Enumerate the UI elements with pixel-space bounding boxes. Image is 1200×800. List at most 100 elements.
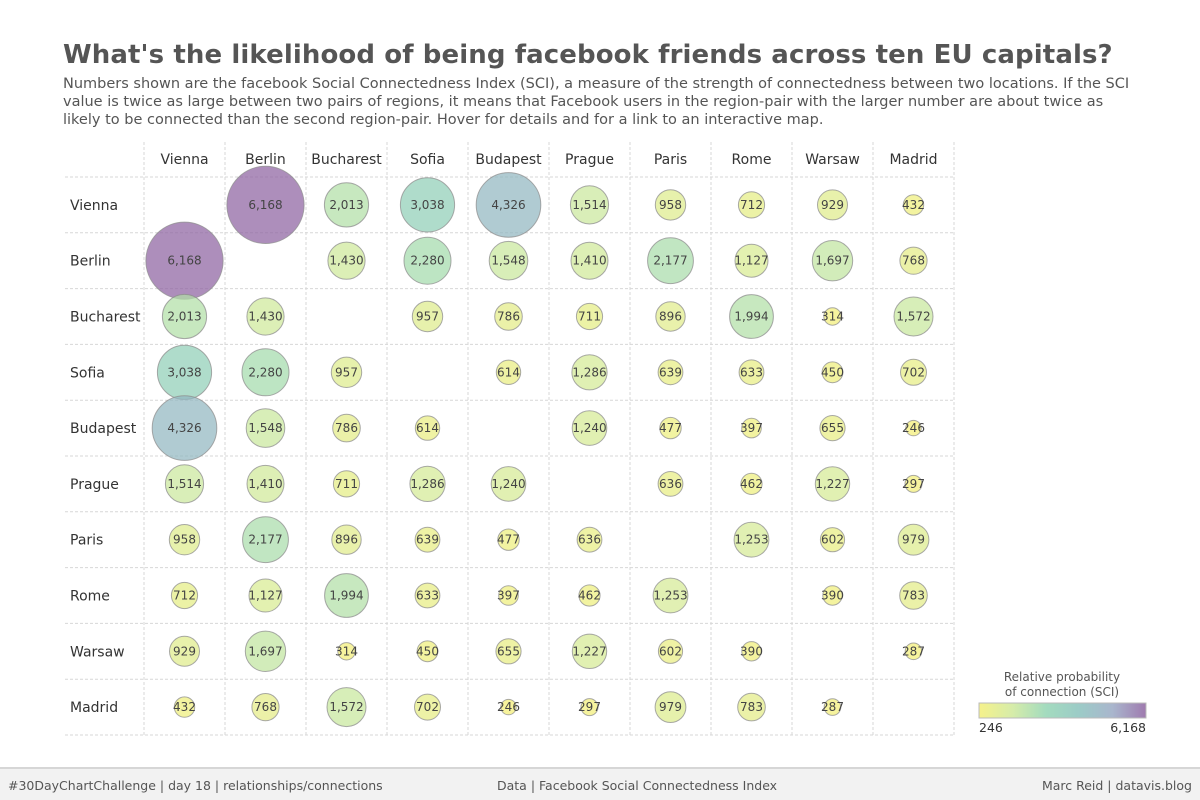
bubble-value-label: 2,013 — [167, 310, 201, 324]
bubble[interactable] — [414, 582, 441, 609]
bubble[interactable] — [904, 474, 923, 493]
bubble[interactable] — [729, 294, 774, 339]
bubble[interactable] — [323, 182, 370, 228]
bubble[interactable] — [647, 237, 694, 285]
bubble[interactable] — [659, 416, 682, 440]
bubble[interactable] — [819, 415, 846, 442]
bubble[interactable] — [414, 526, 441, 553]
column-header: Budapest — [475, 152, 542, 168]
bubble[interactable] — [169, 635, 200, 667]
bubble[interactable] — [817, 189, 848, 221]
bubble[interactable] — [251, 693, 280, 722]
bubble[interactable] — [416, 640, 439, 663]
bubble[interactable] — [164, 464, 205, 504]
bubble[interactable] — [168, 524, 201, 556]
bubble[interactable] — [900, 358, 927, 386]
bubble[interactable] — [332, 470, 361, 498]
legend-title-line-2: of connection (SCI) — [1005, 685, 1119, 699]
bubble[interactable] — [578, 584, 601, 607]
bubble[interactable] — [173, 696, 196, 718]
bubble[interactable] — [897, 523, 930, 556]
bubble[interactable] — [246, 464, 285, 503]
bubble[interactable] — [737, 692, 766, 722]
bubble-value-label: 633 — [740, 365, 763, 379]
bubble[interactable] — [575, 302, 604, 331]
bubble[interactable] — [570, 241, 609, 280]
bubble[interactable] — [330, 356, 363, 388]
bubble[interactable] — [245, 408, 286, 448]
bubble[interactable] — [498, 585, 519, 606]
bubble-value-label: 711 — [335, 477, 358, 491]
bubble[interactable] — [741, 417, 762, 439]
bubble[interactable] — [151, 395, 218, 461]
bubble[interactable] — [821, 361, 844, 384]
bubble[interactable] — [571, 410, 608, 446]
bubble[interactable] — [737, 191, 766, 219]
bubble[interactable] — [734, 243, 769, 278]
bubble[interactable] — [500, 698, 517, 716]
bubble[interactable] — [902, 194, 925, 216]
bubble[interactable] — [569, 185, 610, 225]
bubble[interactable] — [226, 165, 305, 244]
row-header: Berlin — [70, 254, 111, 270]
bubble[interactable] — [332, 413, 361, 443]
bubble[interactable] — [571, 633, 608, 669]
bubble[interactable] — [654, 189, 687, 221]
bubble-value-label: 1,253 — [734, 533, 768, 547]
bubble[interactable] — [495, 638, 522, 665]
bubble[interactable] — [654, 691, 687, 723]
bubble[interactable] — [324, 573, 369, 618]
bubble[interactable] — [411, 300, 444, 333]
bubble[interactable] — [246, 297, 285, 336]
bubble[interactable] — [814, 466, 851, 502]
bubble[interactable] — [823, 698, 842, 716]
bubble[interactable] — [899, 246, 928, 275]
bubble[interactable] — [657, 359, 684, 386]
bubble[interactable] — [403, 236, 452, 285]
bubble[interactable] — [738, 359, 765, 386]
bubble-value-label: 639 — [659, 365, 682, 379]
bubble[interactable] — [409, 465, 446, 502]
bubble[interactable] — [811, 240, 854, 282]
bubble[interactable] — [497, 528, 520, 551]
bubble[interactable] — [488, 240, 529, 281]
bubble[interactable] — [652, 577, 689, 614]
bubble[interactable] — [823, 307, 842, 326]
bubble-value-label: 3,038 — [167, 365, 201, 379]
bubble[interactable] — [571, 354, 608, 391]
bubble[interactable] — [490, 466, 527, 502]
bubble[interactable] — [495, 359, 522, 385]
bubble[interactable] — [399, 177, 456, 233]
bubble[interactable] — [905, 419, 922, 437]
bubble[interactable] — [655, 301, 686, 332]
bubble[interactable] — [576, 526, 603, 553]
bubble[interactable] — [170, 581, 199, 610]
bubble[interactable] — [899, 581, 928, 610]
bubble[interactable] — [494, 302, 523, 331]
bubble[interactable] — [733, 521, 770, 558]
bubble[interactable] — [331, 524, 362, 555]
bubble[interactable] — [241, 348, 290, 397]
bubbles[interactable] — [145, 165, 934, 728]
bubble[interactable] — [326, 687, 367, 728]
bubble[interactable] — [337, 642, 356, 661]
row-headers: Vienna Berlin Bucharest Sofia Budapest Prague… — [70, 198, 141, 716]
bubble[interactable] — [327, 241, 366, 280]
bubble[interactable] — [580, 698, 599, 717]
bubble[interactable] — [819, 527, 846, 553]
bubble[interactable] — [740, 472, 763, 495]
bubble[interactable] — [741, 641, 762, 662]
bubble[interactable] — [414, 693, 441, 721]
bubble[interactable] — [822, 585, 843, 606]
bubble[interactable] — [414, 415, 441, 441]
bubble[interactable] — [242, 516, 289, 564]
bubble[interactable] — [244, 630, 287, 672]
row-header: Sofia — [70, 365, 105, 381]
bubble[interactable] — [475, 172, 542, 238]
bubble[interactable] — [248, 578, 283, 613]
bubble[interactable] — [161, 293, 208, 340]
bubble[interactable] — [893, 296, 934, 337]
bubble[interactable] — [904, 642, 923, 661]
bubble[interactable] — [657, 471, 684, 497]
bubble[interactable] — [657, 638, 684, 664]
